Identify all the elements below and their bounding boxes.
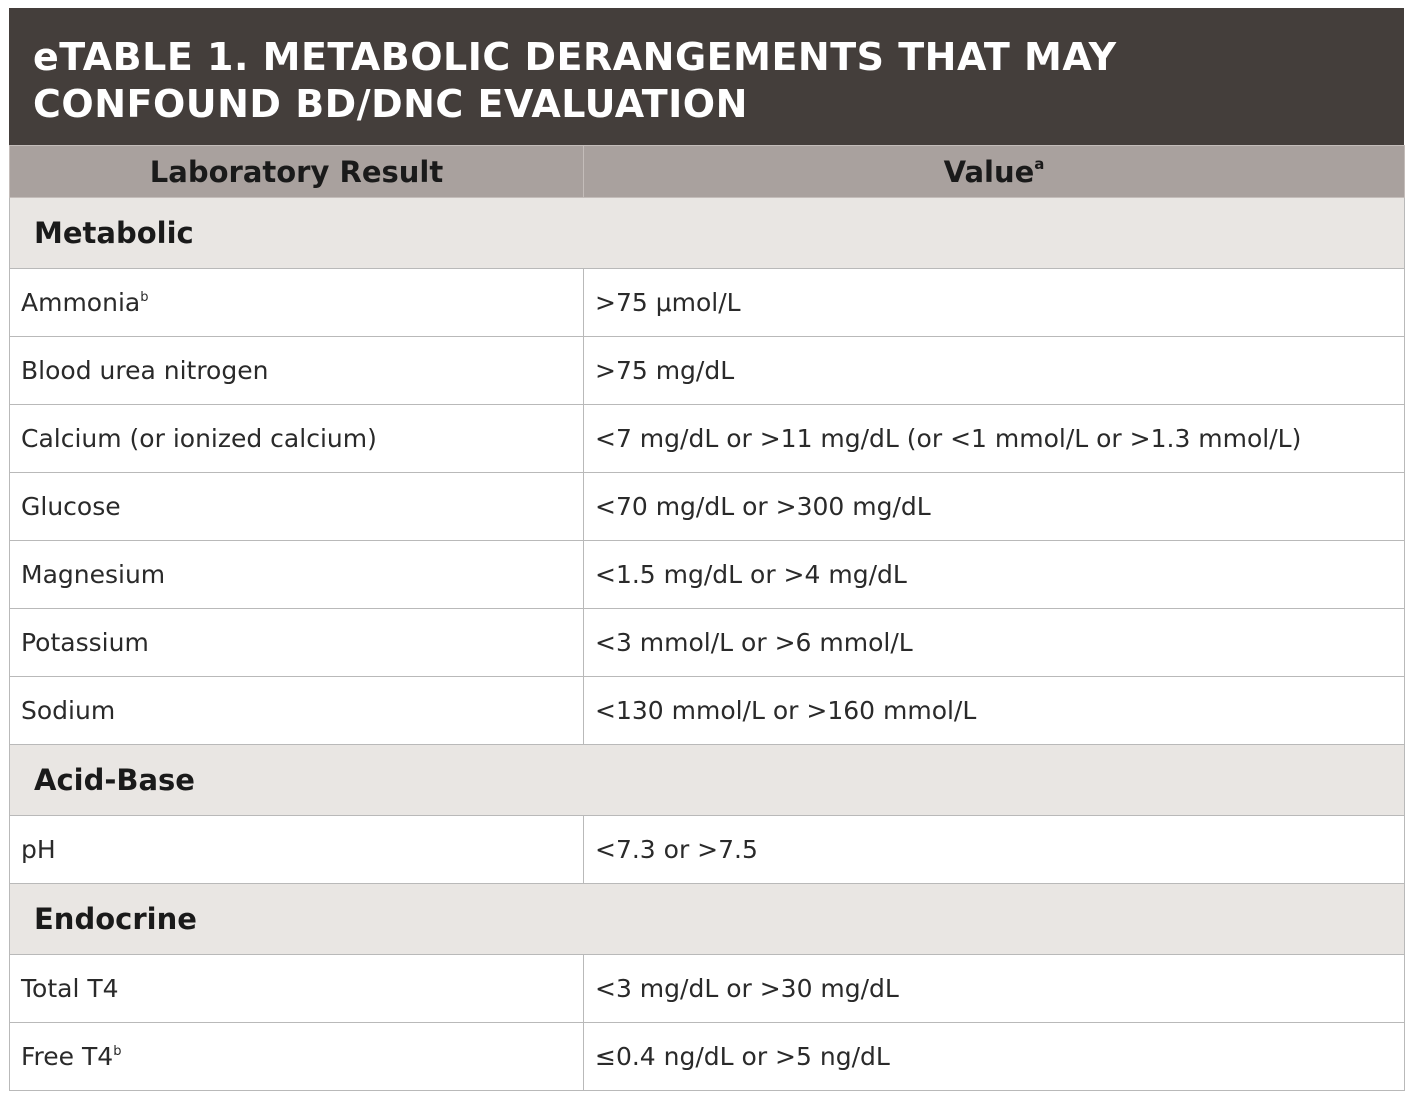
table-row: Ammoniab >75 μmol/L [9, 268, 1405, 337]
table-title-line-2: CONFOUND BD/DNC EVALUATION [33, 82, 748, 126]
column-header-label: Value [943, 154, 1035, 189]
table-row: Total T4 <3 mg/dL or >30 mg/dL [9, 954, 1405, 1023]
section-label: Acid-Base [9, 744, 1405, 816]
value-cell: <3 mg/dL or >30 mg/dL [583, 954, 1405, 1023]
value-cell: <3 mmol/L or >6 mmol/L [583, 608, 1405, 677]
lab-result-cell: pH [9, 815, 584, 884]
lab-result-cell: Total T4 [9, 954, 584, 1023]
value-cell: >75 μmol/L [583, 268, 1405, 337]
column-header-value: Valuea [583, 145, 1405, 198]
table-row: Free T4b ≤0.4 ng/dL or >5 ng/dL [9, 1022, 1405, 1091]
table-row: pH <7.3 or >7.5 [9, 815, 1405, 884]
table-row: Magnesium <1.5 mg/dL or >4 mg/dL [9, 540, 1405, 609]
lab-table-container: eTABLE 1. METABOLIC DERANGEMENTS THAT MA… [9, 8, 1405, 1091]
section-label: Endocrine [9, 883, 1405, 955]
table-row: Blood urea nitrogen >75 mg/dL [9, 336, 1405, 405]
lab-result-cell: Blood urea nitrogen [9, 336, 584, 405]
lab-result-cell: Sodium [9, 676, 584, 745]
lab-result-label: Free T4 [21, 1042, 114, 1071]
value-cell: <70 mg/dL or >300 mg/dL [583, 472, 1405, 541]
header-row: Laboratory Result Valuea [9, 145, 1405, 198]
footnote-marker: b [113, 1044, 122, 1059]
value-cell: >75 mg/dL [583, 336, 1405, 405]
footnote-marker: b [140, 290, 149, 305]
column-header-label: Laboratory Result [149, 154, 444, 189]
value-cell: <7 mg/dL or >11 mg/dL (or <1 mmol/L or >… [583, 404, 1405, 473]
lab-result-label: Ammonia [21, 288, 141, 317]
table-row: Potassium <3 mmol/L or >6 mmol/L [9, 608, 1405, 677]
table-title: eTABLE 1. METABOLIC DERANGEMENTS THAT MA… [9, 8, 1404, 145]
value-cell: <7.3 or >7.5 [583, 815, 1405, 884]
lab-result-cell: Glucose [9, 472, 584, 541]
table-row: Calcium (or ionized calcium) <7 mg/dL or… [9, 404, 1405, 473]
table-title-line-1: eTABLE 1. METABOLIC DERANGEMENTS THAT MA… [33, 35, 1117, 79]
column-header-laboratory-result: Laboratory Result [9, 145, 584, 198]
lab-result-cell: Ammoniab [9, 268, 584, 337]
section-row-endocrine: Endocrine [9, 883, 1405, 955]
footnote-marker: a [1034, 154, 1045, 173]
section-row-metabolic: Metabolic [9, 197, 1405, 269]
section-label: Metabolic [9, 197, 1405, 269]
lab-result-cell: Calcium (or ionized calcium) [9, 404, 584, 473]
value-cell: ≤0.4 ng/dL or >5 ng/dL [583, 1022, 1405, 1091]
lab-result-cell: Free T4b [9, 1022, 584, 1091]
table-row: Sodium <130 mmol/L or >160 mmol/L [9, 676, 1405, 745]
value-cell: <1.5 mg/dL or >4 mg/dL [583, 540, 1405, 609]
lab-result-cell: Magnesium [9, 540, 584, 609]
section-row-acid-base: Acid-Base [9, 744, 1405, 816]
table-row: Glucose <70 mg/dL or >300 mg/dL [9, 472, 1405, 541]
lab-table: Laboratory Result Valuea Metabolic Ammon… [9, 145, 1405, 1091]
lab-result-cell: Potassium [9, 608, 584, 677]
value-cell: <130 mmol/L or >160 mmol/L [583, 676, 1405, 745]
